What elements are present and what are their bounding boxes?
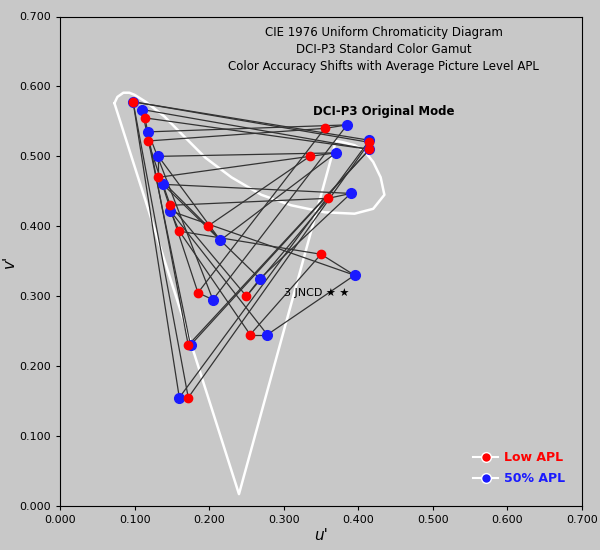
Text: 3 JNCD ★ ★: 3 JNCD ★ ★ [284,288,349,298]
Text: DCI-P3 Original Mode: DCI-P3 Original Mode [313,104,454,118]
Text: CIE 1976 Uniform Chromaticity Diagram
DCI-P3 Standard Color Gamut
Color Accuracy: CIE 1976 Uniform Chromaticity Diagram DC… [228,26,539,73]
Legend: Low APL, 50% APL: Low APL, 50% APL [468,447,571,490]
X-axis label: u': u' [314,528,328,543]
Y-axis label: v': v' [1,255,16,268]
